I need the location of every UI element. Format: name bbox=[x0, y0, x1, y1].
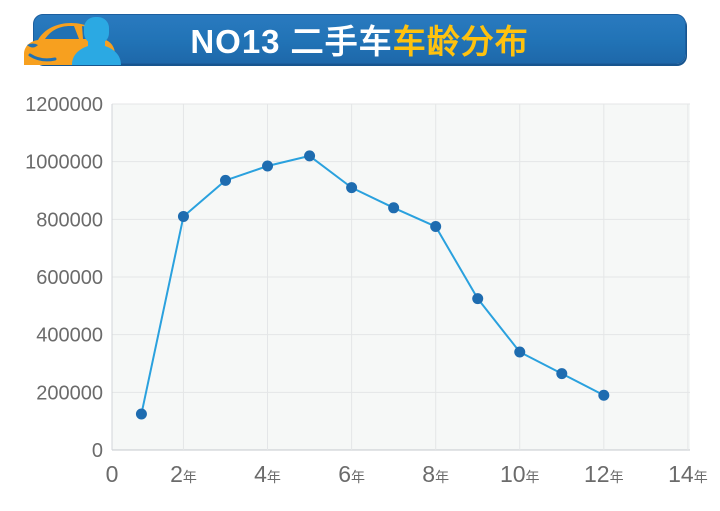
header-banner: NO13 二手车 车龄分布 bbox=[33, 14, 686, 64]
x-tick-label: 10年 bbox=[500, 461, 540, 487]
x-tick-label: 0 bbox=[106, 461, 119, 487]
y-tick-label: 600000 bbox=[36, 267, 103, 289]
age-distribution-chart: 0 200000 400000 600000 800000 1000000 1200000 0… bbox=[0, 70, 720, 511]
data-point bbox=[556, 368, 568, 380]
title-highlight: 车龄分布 bbox=[392, 23, 529, 60]
y-tick-label: 1200000 bbox=[25, 94, 103, 116]
y-tick-label: 1000000 bbox=[25, 152, 103, 174]
data-point bbox=[346, 182, 358, 194]
data-point bbox=[135, 408, 147, 420]
y-tick-label: 0 bbox=[92, 440, 103, 462]
page-title: NO13 二手车 车龄分布 bbox=[34, 15, 685, 63]
data-point bbox=[514, 346, 526, 358]
x-tick-label: 14年 bbox=[668, 461, 708, 487]
x-tick-label: 12年 bbox=[584, 461, 624, 487]
y-tick-label: 200000 bbox=[36, 382, 103, 404]
data-line bbox=[140, 154, 605, 415]
data-point bbox=[262, 160, 274, 172]
x-tick-label: 6年 bbox=[338, 461, 365, 487]
data-point bbox=[598, 389, 610, 401]
person-icon bbox=[72, 17, 121, 65]
y-tick-label: 800000 bbox=[36, 209, 103, 231]
x-tick-label: 4年 bbox=[254, 461, 281, 487]
data-point bbox=[430, 221, 442, 233]
car-person-icon bbox=[24, 17, 121, 65]
data-point bbox=[219, 174, 231, 186]
x-tick-label: 2年 bbox=[170, 461, 197, 487]
title-prefix: NO13 二手车 bbox=[190, 23, 393, 60]
data-point bbox=[388, 202, 400, 214]
data-point bbox=[472, 293, 484, 305]
y-tick-label: 400000 bbox=[36, 325, 103, 347]
data-point bbox=[177, 210, 189, 222]
x-tick-label: 8年 bbox=[422, 461, 449, 487]
chart-canvas: 0 200000 400000 600000 800000 1000000 1200000 0… bbox=[25, 94, 708, 487]
data-point bbox=[304, 150, 316, 162]
